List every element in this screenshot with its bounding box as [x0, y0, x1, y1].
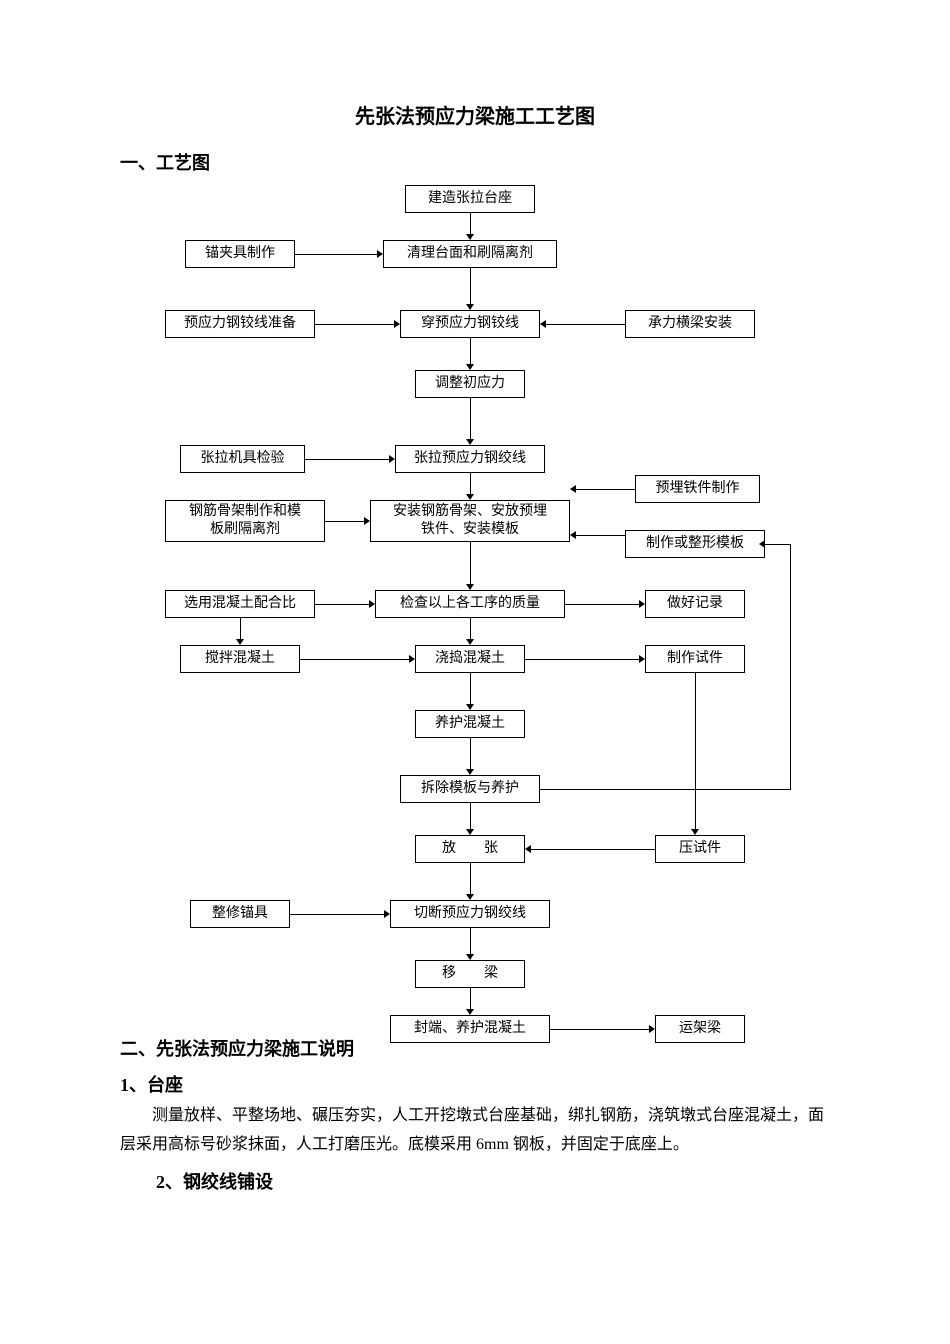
edge: [790, 544, 791, 790]
node-repair-anchor: 整修锚具: [190, 900, 290, 928]
arrowhead-left-icon: [525, 845, 531, 853]
edge: [765, 544, 790, 545]
node-move-beam: 移 梁: [415, 960, 525, 988]
node-remove-formwork: 拆除模板与养护: [400, 775, 540, 803]
node-press-specimen: 压试件: [655, 835, 745, 863]
arrowhead-left-icon: [540, 320, 546, 328]
node-release-tension: 放 张: [415, 835, 525, 863]
edge: [525, 659, 639, 660]
arrowhead-down-icon: [466, 894, 474, 900]
arrowhead-right-icon: [377, 250, 383, 258]
arrowhead-down-icon: [466, 954, 474, 960]
edge: [470, 213, 471, 234]
arrowhead-down-icon: [466, 1009, 474, 1015]
node-seal-end: 封端、养护混凝土: [390, 1015, 550, 1043]
node-anchor-making: 锚夹具制作: [185, 240, 295, 268]
edge: [531, 849, 655, 850]
node-thread-strand: 穿预应力钢铰线: [400, 310, 540, 338]
edge: [540, 789, 790, 790]
edge: [290, 914, 384, 915]
edge: [470, 988, 471, 1009]
arrowhead-right-icon: [364, 517, 370, 525]
edge: [470, 673, 471, 704]
section-1-heading: 一、工艺图: [120, 149, 830, 175]
arrowhead-right-icon: [409, 655, 415, 663]
node-embed-parts: 预埋铁件制作: [635, 475, 760, 503]
edge: [300, 659, 409, 660]
node-transport-beam: 运架梁: [655, 1015, 745, 1043]
page-title: 先张法预应力梁施工工艺图: [120, 100, 830, 129]
arrowhead-down-icon: [466, 639, 474, 645]
edge: [470, 618, 471, 639]
edge: [305, 459, 389, 460]
arrowhead-right-icon: [649, 1025, 655, 1033]
edge: [470, 863, 471, 894]
edge: [576, 489, 635, 490]
arrowhead-down-icon: [466, 304, 474, 310]
sub-heading-2: 2、钢绞线铺设: [120, 1168, 830, 1194]
body-paragraph-1: 测量放样、平整场地、碾压夯实，人工开挖墩式台座基础，绑扎钢筋，浇筑墩式台座混凝土…: [120, 1102, 830, 1160]
arrowhead-left-icon: [570, 485, 576, 493]
node-concrete-mix: 选用混凝土配合比: [165, 590, 315, 618]
arrowhead-left-icon: [759, 540, 765, 548]
edge: [470, 268, 471, 304]
edge: [470, 542, 471, 584]
node-strand-prep: 预应力钢铰线准备: [165, 310, 315, 338]
node-make-specimen: 制作试件: [645, 645, 745, 673]
edge: [315, 324, 394, 325]
node-record: 做好记录: [645, 590, 745, 618]
arrowhead-left-icon: [570, 531, 576, 539]
edge: [325, 521, 364, 522]
arrowhead-down-icon: [236, 639, 244, 645]
edge: [695, 673, 696, 829]
node-mix-concrete: 搅拌混凝土: [180, 645, 300, 673]
arrowhead-down-icon: [466, 829, 474, 835]
node-cure-concrete: 养护混凝土: [415, 710, 525, 738]
node-build-pedestal: 建造张拉台座: [405, 185, 535, 213]
arrowhead-down-icon: [466, 584, 474, 590]
arrowhead-down-icon: [466, 364, 474, 370]
edge: [470, 338, 471, 364]
node-rebar-frame: 钢筋骨架制作和模 板刷隔离剂: [165, 500, 325, 542]
arrowhead-right-icon: [389, 455, 395, 463]
flowchart-container: 建造张拉台座 清理台面和刷隔离剂 锚夹具制作 预应力钢铰线准备 穿预应力钢铰线 …: [125, 185, 825, 1095]
arrowhead-down-icon: [466, 704, 474, 710]
arrowhead-down-icon: [466, 234, 474, 240]
edge: [315, 604, 369, 605]
node-clean-surface: 清理台面和刷隔离剂: [383, 240, 557, 268]
edge: [565, 604, 639, 605]
arrowhead-right-icon: [384, 910, 390, 918]
node-adjust-prestress: 调整初应力: [415, 370, 525, 398]
edge: [470, 398, 471, 439]
edge: [240, 618, 241, 639]
arrowhead-down-icon: [691, 829, 699, 835]
edge: [470, 473, 471, 494]
arrowhead-right-icon: [394, 320, 400, 328]
arrowhead-right-icon: [369, 600, 375, 608]
arrowhead-down-icon: [466, 439, 474, 445]
arrowhead-down-icon: [466, 769, 474, 775]
edge: [546, 324, 625, 325]
arrowhead-down-icon: [466, 494, 474, 500]
edge: [550, 1029, 649, 1030]
edge: [295, 254, 377, 255]
edge: [470, 803, 471, 829]
node-make-formwork: 制作或整形模板: [625, 530, 765, 558]
node-tension-inspect: 张拉机具检验: [180, 445, 305, 473]
edge: [470, 928, 471, 954]
node-tension-strand: 张拉预应力钢绞线: [395, 445, 545, 473]
node-pour-concrete: 浇捣混凝土: [415, 645, 525, 673]
edge: [576, 535, 625, 536]
edge: [470, 738, 471, 769]
node-check-quality: 检查以上各工序的质量: [375, 590, 565, 618]
arrowhead-right-icon: [639, 655, 645, 663]
node-beam-install: 承力横梁安装: [625, 310, 755, 338]
arrowhead-right-icon: [639, 600, 645, 608]
node-install-rebar: 安装钢筋骨架、安放预埋 铁件、安装模板: [370, 500, 570, 542]
node-cut-strand: 切断预应力钢绞线: [390, 900, 550, 928]
